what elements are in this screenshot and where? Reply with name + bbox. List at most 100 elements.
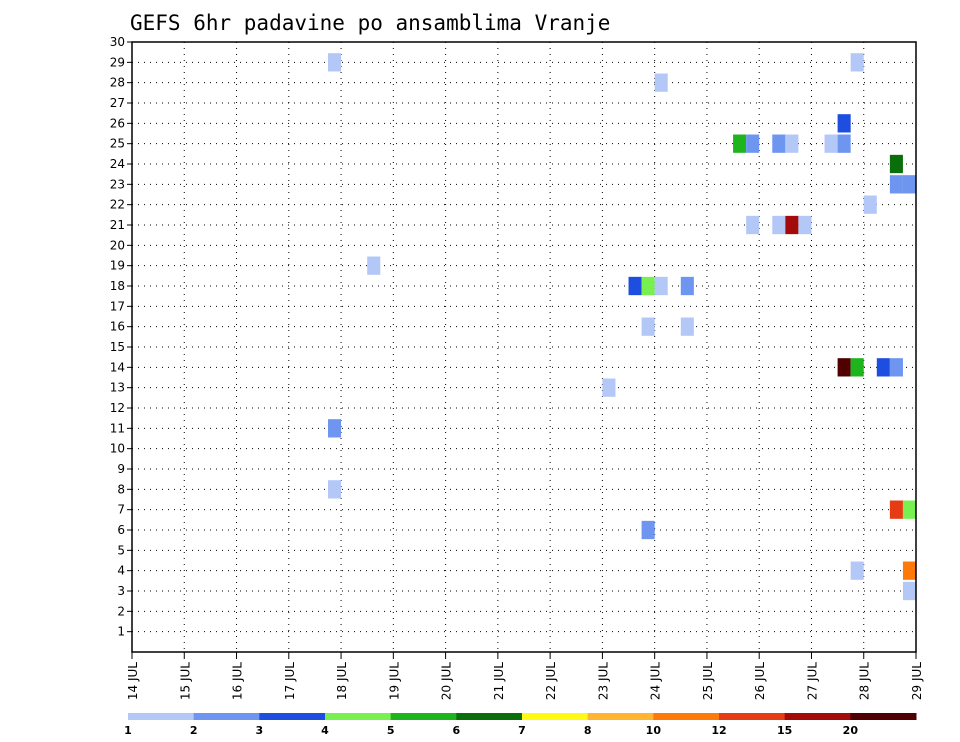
data-cell [785,134,799,153]
data-cell [628,276,642,296]
x-tick-label: 26 JUL [753,662,767,700]
legend-swatch [522,713,589,720]
y-tick-label: 30 [110,35,125,49]
data-cell [889,154,903,174]
x-tick-label: 20 JUL [440,662,454,700]
y-tick-label: 9 [117,462,125,476]
legend-label: 2 [190,724,198,737]
x-tick-label: 25 JUL [701,662,715,700]
data-cell [889,358,903,377]
x-tick-label: 19 JUL [387,662,401,700]
y-tick-label: 28 [110,76,125,90]
data-cell [367,256,381,275]
legend-swatch [719,713,786,720]
legend-label: 8 [584,724,592,737]
legend-label: 10 [646,724,662,737]
data-cell [798,215,812,235]
data-cell [902,581,916,601]
x-tick-label: 21 JUL [492,662,506,700]
legend-swatch [193,713,260,720]
y-tick-label: 2 [117,604,125,618]
data-cell [850,561,864,580]
x-tick-label: 23 JUL [596,662,610,700]
data-cell [680,276,694,296]
grid-lines [132,41,916,652]
data-cell [654,276,668,296]
data-cell [824,134,838,153]
legend-label: 20 [843,724,859,737]
legend-label: 4 [321,724,329,737]
y-tick-label: 4 [117,564,125,578]
legend-swatch [784,713,851,720]
x-tick-label: 24 JUL [649,662,663,700]
legend-label: 12 [711,724,726,737]
y-tick-label: 1 [117,625,125,639]
data-cell [641,276,655,296]
data-cell [876,358,890,377]
data-cell [785,215,799,235]
data-cell [733,134,747,153]
legend-swatch [850,713,917,720]
data-cell [680,317,694,336]
y-tick-label: 15 [110,340,125,354]
data-cell [889,500,903,519]
y-tick-label: 16 [110,320,125,334]
y-tick-label: 23 [110,177,125,191]
x-tick-label: 16 JUL [231,662,245,700]
chart-title: GEFS 6hr padavine po ansamblima Vranje [130,11,610,35]
y-tick-label: 14 [110,360,125,374]
legend-label: 6 [453,724,461,737]
data-cell [837,134,851,153]
legend-swatch [653,713,720,720]
y-tick-label: 7 [117,503,125,517]
data-cell [863,195,877,214]
legend-swatch [325,713,392,720]
y-tick-label: 25 [110,137,125,151]
data-cell [772,134,786,153]
x-tick-label: 15 JUL [178,662,192,700]
data-cell [850,358,864,377]
y-tick-label: 11 [110,421,125,435]
data-cell [889,175,903,194]
legend-label: 3 [256,724,264,737]
y-tick-label: 21 [110,218,125,232]
x-tick-label: 17 JUL [283,662,297,700]
data-cell [641,520,655,540]
data-cell [746,134,760,153]
data-cell [772,215,786,235]
y-tick-label: 18 [110,279,125,293]
x-axis: 14 JUL 15 JUL 16 JUL 17 JUL 18 JUL 19 JUL 20 J… [126,652,924,700]
data-cell [837,114,851,133]
legend-swatch [128,713,195,720]
x-tick-label: 14 JUL [126,662,140,700]
x-tick-label: 29 JUL [910,662,924,700]
y-tick-label: 13 [110,381,125,395]
y-axis: 1234567891011121314151617181920212223242… [110,35,132,639]
color-legend: 1 2 3 4 5 6 7 8 10 12 15 20 [124,713,917,737]
y-tick-label: 12 [110,401,125,415]
x-tick-label: 22 JUL [544,662,558,700]
x-tick-label: 27 JUL [805,662,819,700]
y-tick-label: 19 [110,259,125,273]
legend-swatch [390,713,457,720]
legend-swatch [456,713,523,720]
data-cell [602,378,616,397]
legend-label: 15 [777,724,792,737]
legend-swatch [259,713,326,720]
y-tick-label: 5 [117,543,125,557]
data-cell [902,561,916,580]
data-cell [641,317,655,336]
legend-label: 1 [124,724,132,737]
data-cell [746,215,760,235]
data-cell [850,53,864,72]
data-cell [328,53,342,72]
y-tick-label: 29 [110,55,125,69]
y-tick-label: 6 [117,523,125,537]
y-tick-label: 8 [117,482,125,496]
y-tick-label: 3 [117,584,125,598]
y-tick-label: 17 [110,299,125,313]
y-tick-label: 27 [110,96,125,110]
data-cell [654,73,668,92]
data-cell [328,480,342,499]
